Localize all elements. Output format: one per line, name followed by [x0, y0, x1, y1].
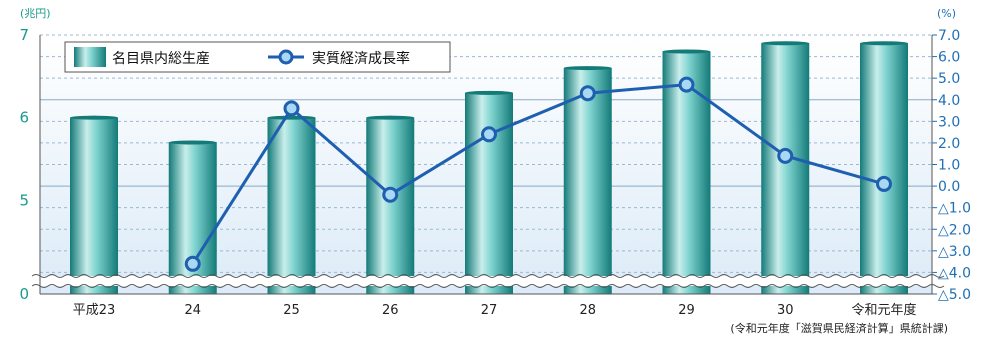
right-tick-label: 6.0 [938, 50, 960, 66]
break-wave-top [31, 274, 945, 278]
right-tick-label: 7.0 [938, 28, 960, 44]
axis-break [31, 274, 945, 288]
right-axis-unit: (%) [937, 7, 956, 20]
bar-3 [366, 117, 415, 295]
growth-line-path [191, 83, 885, 265]
right-tick-label: 0.0 [938, 179, 960, 195]
x-tick-label: 27 [481, 303, 498, 318]
growth-line [184, 76, 892, 272]
x-tick-label: 28 [579, 303, 596, 318]
growth-point-3 [481, 126, 497, 143]
x-tick-label: 令和元年度 [851, 302, 916, 318]
source-note: (令和元年度「滋賀県民経済計算」県統計課) [730, 321, 948, 335]
left-tick-label: 5 [19, 191, 29, 209]
growth-point-5 [678, 76, 695, 93]
right-tick-label: △5.0 [938, 287, 971, 303]
break-gap [32, 276, 940, 286]
bar-top-0 [70, 115, 118, 120]
bar-top-1 [168, 140, 217, 145]
legend-label-line: 実質経済成長率 [312, 50, 410, 67]
bar-top-4 [465, 90, 513, 95]
left-tick-label: 0 [19, 285, 29, 303]
legend-label-bar: 名目県内総生産 [112, 51, 210, 67]
growth-point-7 [876, 175, 892, 192]
bar-4 [465, 92, 513, 294]
bar-8 [860, 43, 908, 295]
legend-line-marker [278, 49, 294, 65]
growth-point-4 [579, 85, 596, 102]
bar-top-6 [662, 49, 711, 54]
break-wave-bottom [31, 284, 945, 288]
x-tick-label: 30 [777, 303, 794, 318]
bar-0 [70, 117, 118, 295]
legend: 名目県内総生産 実質経済成長率 [64, 41, 451, 73]
right-tick-label: 5.0 [938, 71, 960, 87]
x-tick-label: 25 [283, 303, 300, 318]
left-tick-label: 7 [19, 26, 29, 44]
legend-bar-swatch [74, 47, 106, 67]
right-tick-label: 3.0 [938, 114, 960, 130]
x-tick-label: 24 [184, 303, 201, 318]
left-axis-unit: (兆円) [20, 7, 51, 20]
growth-point-6 [777, 147, 794, 164]
growth-point-1 [283, 100, 300, 117]
legend-box [64, 41, 451, 73]
x-tick-label: 26 [382, 303, 399, 318]
right-tick-label: △2.0 [938, 222, 971, 238]
bar-top-5 [563, 66, 612, 71]
right-tick-label: 1.0 [938, 158, 960, 174]
left-tick-label: 6 [19, 109, 29, 127]
bar-7 [761, 43, 810, 295]
x-tick-label: 平成23 [73, 303, 116, 318]
growth-point-2 [382, 186, 399, 203]
right-tick-label: △4.0 [938, 265, 971, 281]
bar-top-7 [761, 41, 810, 46]
x-tick-label: 29 [678, 303, 695, 318]
right-tick-label: △1.0 [938, 201, 971, 217]
bar-5 [563, 68, 612, 294]
right-tick-label: △3.0 [938, 244, 971, 260]
bar-top-3 [366, 115, 415, 120]
growth-point-0 [184, 255, 201, 272]
right-tick-label: 4.0 [938, 93, 960, 109]
bar-top-8 [860, 41, 908, 46]
bar-2 [267, 117, 316, 295]
axes: 7 6 5 0 7.0 6.0 5.0 4.0 3.0 2.0 1.0 0.0 △1.0 △2.0 △3.0… [19, 26, 971, 318]
right-tick-label: 2.0 [938, 136, 960, 152]
